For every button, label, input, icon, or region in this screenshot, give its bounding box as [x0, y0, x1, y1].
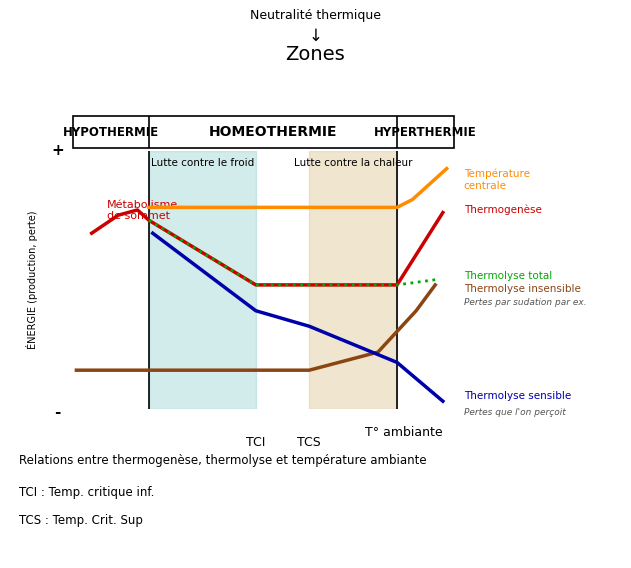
Text: TCS: TCS: [297, 436, 321, 449]
Text: Thermogenèse: Thermogenèse: [464, 204, 541, 215]
Text: TCS : Temp. Crit. Sup: TCS : Temp. Crit. Sup: [19, 514, 143, 527]
Text: Thermolyse insensible: Thermolyse insensible: [464, 284, 581, 294]
Text: HYPOTHERMIE: HYPOTHERMIE: [62, 126, 159, 139]
Text: ÉNERGIE (production, perte): ÉNERGIE (production, perte): [27, 211, 38, 349]
Text: -: -: [54, 406, 61, 420]
Text: +: +: [51, 143, 64, 158]
Text: Lutte contre le froid: Lutte contre le froid: [151, 158, 254, 168]
Text: Pertes que l'on perçoit: Pertes que l'on perçoit: [464, 408, 565, 417]
Text: Zones: Zones: [286, 45, 345, 64]
Bar: [309, 151, 397, 409]
Text: TCI : Temp. critique inf.: TCI : Temp. critique inf.: [19, 486, 155, 499]
Text: Température
centrale: Température centrale: [464, 169, 530, 191]
Text: Pertes par sudation par ex.: Pertes par sudation par ex.: [464, 299, 586, 307]
Text: Thermolyse sensible: Thermolyse sensible: [464, 391, 571, 401]
Text: Relations entre thermogenèse, thermolyse et température ambiante: Relations entre thermogenèse, thermolyse…: [19, 454, 427, 467]
Text: Lutte contre la chaleur: Lutte contre la chaleur: [294, 158, 413, 168]
Text: TCI: TCI: [246, 436, 266, 449]
Text: HOMEOTHERMIE: HOMEOTHERMIE: [209, 125, 337, 139]
Text: ↓: ↓: [309, 27, 322, 45]
Text: Neutralité thermique: Neutralité thermique: [250, 9, 381, 22]
Text: HYPERTHERMIE: HYPERTHERMIE: [374, 126, 477, 139]
Text: T° ambiante: T° ambiante: [365, 426, 443, 438]
Text: Thermolyse total: Thermolyse total: [464, 271, 552, 281]
Text: Métabolisme
de sommet: Métabolisme de sommet: [107, 199, 178, 221]
Bar: [149, 151, 256, 409]
